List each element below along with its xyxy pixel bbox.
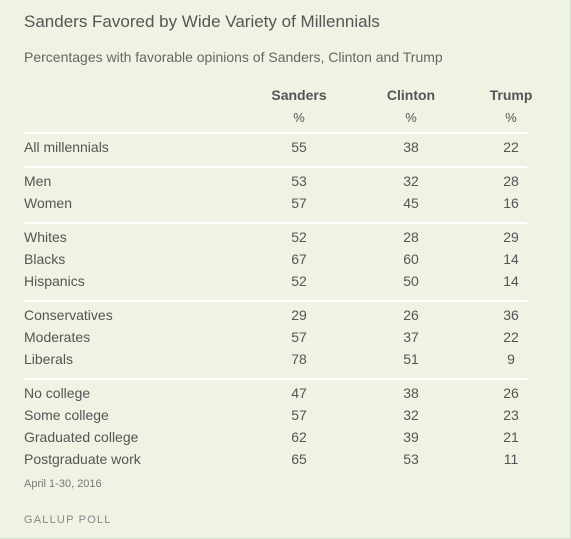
value-trump: 29: [503, 229, 519, 245]
table-row: No college 47 38 26: [0, 382, 571, 404]
value-trump: 16: [503, 195, 519, 211]
value-sanders: 67: [291, 251, 307, 267]
table-row: Women 57 45 16: [0, 192, 571, 214]
value-clinton: 39: [403, 429, 419, 445]
row-label: Hispanics: [24, 273, 85, 289]
value-sanders: 57: [291, 195, 307, 211]
group-separator: [24, 166, 527, 168]
table-row: All millennials 55 38 22: [0, 136, 571, 158]
value-sanders: 62: [291, 429, 307, 445]
value-trump: 22: [503, 329, 519, 345]
row-label: Blacks: [24, 251, 66, 267]
table-row: Postgraduate work 65 53 11: [0, 448, 571, 470]
value-sanders: 55: [291, 139, 307, 155]
chart-subtitle: Percentages with favorable opinions of S…: [24, 49, 443, 65]
table-row: Liberals 78 51 9: [0, 348, 571, 370]
value-clinton: 38: [403, 385, 419, 401]
value-sanders: 57: [291, 329, 307, 345]
value-sanders: 52: [291, 273, 307, 289]
group-separator: [24, 222, 527, 224]
table-row: Hispanics 52 50 14: [0, 270, 571, 292]
survey-date: April 1-30, 2016: [24, 478, 102, 490]
value-clinton: 26: [403, 307, 419, 323]
column-header-sanders: Sanders: [271, 87, 327, 103]
group-separator: [24, 300, 527, 302]
value-trump: 22: [503, 139, 519, 155]
source-label: GALLUP POLL: [24, 514, 112, 526]
table-row: Conservatives 29 26 36: [0, 304, 571, 326]
row-label: No college: [24, 385, 91, 401]
row-label: Conservatives: [24, 307, 113, 323]
value-trump: 26: [503, 385, 519, 401]
value-sanders: 65: [291, 451, 307, 467]
row-label: Graduated college: [24, 429, 139, 445]
value-clinton: 32: [403, 407, 419, 423]
value-trump: 14: [503, 251, 519, 267]
column-unit-clinton: %: [405, 110, 417, 125]
chart-title: Sanders Favored by Wide Variety of Mille…: [24, 12, 380, 31]
table-row: Some college 57 32 23: [0, 404, 571, 426]
value-sanders: 47: [291, 385, 307, 401]
value-clinton: 50: [403, 273, 419, 289]
column-unit-trump: %: [505, 110, 517, 125]
value-clinton: 53: [403, 451, 419, 467]
column-unit-sanders: %: [293, 110, 305, 125]
table-row: Whites 52 28 29: [0, 226, 571, 248]
value-trump: 9: [507, 351, 515, 367]
value-clinton: 38: [403, 139, 419, 155]
table-row: Blacks 67 60 14: [0, 248, 571, 270]
value-trump: 21: [503, 429, 519, 445]
value-clinton: 60: [403, 251, 419, 267]
table-row: Moderates 57 37 22: [0, 326, 571, 348]
value-trump: 14: [503, 273, 519, 289]
value-clinton: 51: [403, 351, 419, 367]
value-sanders: 53: [291, 173, 307, 189]
row-label: Liberals: [24, 351, 74, 367]
row-label: Some college: [24, 407, 109, 423]
row-label: Women: [24, 195, 72, 211]
value-trump: 11: [503, 451, 519, 467]
value-trump: 23: [503, 407, 519, 423]
column-header-clinton: Clinton: [386, 87, 436, 103]
column-header-trump: Trump: [489, 87, 533, 103]
value-clinton: 37: [403, 329, 419, 345]
table-row: Men 53 32 28: [0, 170, 571, 192]
value-clinton: 32: [403, 173, 419, 189]
row-label: All millennials: [24, 139, 109, 155]
value-sanders: 52: [291, 229, 307, 245]
value-clinton: 45: [403, 195, 419, 211]
value-sanders: 57: [291, 407, 307, 423]
row-label: Postgraduate work: [24, 451, 141, 467]
row-label: Whites: [24, 229, 67, 245]
value-sanders: 78: [291, 351, 307, 367]
group-separator: [24, 132, 527, 134]
row-label: Men: [24, 173, 52, 189]
group-separator: [24, 378, 527, 380]
value-trump: 28: [503, 173, 519, 189]
table-row: Graduated college 62 39 21: [0, 426, 571, 448]
value-clinton: 28: [403, 229, 419, 245]
value-trump: 36: [503, 307, 519, 323]
row-label: Moderates: [24, 329, 91, 345]
value-sanders: 29: [291, 307, 307, 323]
